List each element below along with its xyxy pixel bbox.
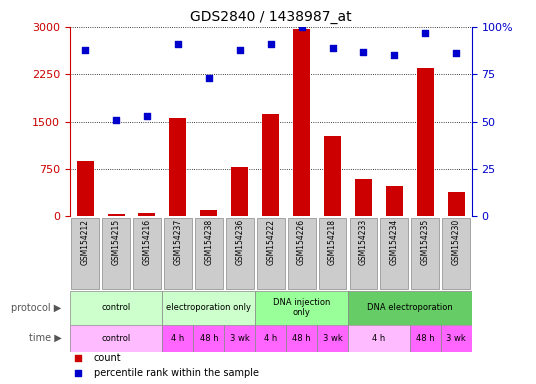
FancyBboxPatch shape <box>164 218 192 289</box>
FancyBboxPatch shape <box>162 291 255 324</box>
FancyBboxPatch shape <box>193 324 224 352</box>
Bar <box>386 186 403 216</box>
Point <box>81 46 90 53</box>
Bar <box>169 119 187 216</box>
Text: GSM154215: GSM154215 <box>111 218 121 265</box>
Text: count: count <box>94 353 122 363</box>
Text: DNA electroporation: DNA electroporation <box>367 303 453 312</box>
Point <box>143 113 151 119</box>
Point <box>297 24 306 30</box>
FancyBboxPatch shape <box>286 324 317 352</box>
Bar <box>77 161 94 216</box>
FancyBboxPatch shape <box>442 218 470 289</box>
Text: control: control <box>101 334 131 343</box>
FancyBboxPatch shape <box>133 218 161 289</box>
FancyBboxPatch shape <box>349 218 377 289</box>
FancyBboxPatch shape <box>255 291 348 324</box>
Text: 4 h: 4 h <box>172 334 184 343</box>
FancyBboxPatch shape <box>318 218 346 289</box>
Title: GDS2840 / 1438987_at: GDS2840 / 1438987_at <box>190 10 352 25</box>
FancyBboxPatch shape <box>102 218 130 289</box>
FancyBboxPatch shape <box>348 291 472 324</box>
Text: GSM154218: GSM154218 <box>328 218 337 265</box>
Bar <box>138 213 155 216</box>
FancyBboxPatch shape <box>71 218 99 289</box>
FancyBboxPatch shape <box>257 218 285 289</box>
Point <box>266 41 275 47</box>
Text: GSM154212: GSM154212 <box>80 218 90 265</box>
Bar <box>355 179 372 216</box>
FancyBboxPatch shape <box>255 324 286 352</box>
FancyBboxPatch shape <box>288 218 316 289</box>
Text: DNA injection
only: DNA injection only <box>273 298 330 318</box>
Text: GSM154234: GSM154234 <box>390 218 399 265</box>
Text: GSM154222: GSM154222 <box>266 218 275 265</box>
Text: time ▶: time ▶ <box>29 333 62 343</box>
FancyBboxPatch shape <box>381 218 408 289</box>
Point <box>73 370 82 376</box>
Text: 48 h: 48 h <box>416 334 435 343</box>
FancyBboxPatch shape <box>410 324 441 352</box>
Bar <box>324 136 341 216</box>
Bar <box>262 114 279 216</box>
Point <box>174 41 182 47</box>
Text: GSM154226: GSM154226 <box>297 218 306 265</box>
Point <box>328 45 337 51</box>
Point <box>390 52 399 58</box>
FancyBboxPatch shape <box>317 324 348 352</box>
Text: GSM154233: GSM154233 <box>359 218 368 265</box>
Text: GSM154230: GSM154230 <box>452 218 461 265</box>
Text: GSM154235: GSM154235 <box>421 218 430 265</box>
Bar <box>448 192 465 216</box>
Text: electroporation only: electroporation only <box>166 303 251 312</box>
FancyBboxPatch shape <box>441 324 472 352</box>
Text: GSM154237: GSM154237 <box>174 218 182 265</box>
Text: GSM154238: GSM154238 <box>204 218 213 265</box>
Text: control: control <box>101 303 131 312</box>
Bar <box>200 210 217 216</box>
FancyBboxPatch shape <box>70 324 162 352</box>
Point <box>235 46 244 53</box>
FancyBboxPatch shape <box>195 218 223 289</box>
Point <box>452 50 460 56</box>
Text: 4 h: 4 h <box>264 334 277 343</box>
Bar <box>108 215 124 216</box>
Text: percentile rank within the sample: percentile rank within the sample <box>94 368 259 378</box>
Text: 3 wk: 3 wk <box>446 334 466 343</box>
Point <box>359 48 368 55</box>
Point <box>73 355 82 361</box>
FancyBboxPatch shape <box>226 218 254 289</box>
Point <box>205 75 213 81</box>
Bar <box>293 30 310 216</box>
FancyBboxPatch shape <box>224 324 255 352</box>
Point <box>421 30 429 36</box>
Text: GSM154216: GSM154216 <box>143 218 152 265</box>
Bar <box>417 68 434 216</box>
Text: 3 wk: 3 wk <box>230 334 250 343</box>
Text: 48 h: 48 h <box>292 334 311 343</box>
Text: protocol ▶: protocol ▶ <box>11 303 62 313</box>
FancyBboxPatch shape <box>162 324 193 352</box>
Text: 4 h: 4 h <box>373 334 385 343</box>
Text: 48 h: 48 h <box>199 334 218 343</box>
FancyBboxPatch shape <box>412 218 439 289</box>
Text: GSM154236: GSM154236 <box>235 218 244 265</box>
Bar <box>231 167 248 216</box>
Point <box>112 117 121 123</box>
FancyBboxPatch shape <box>348 324 410 352</box>
FancyBboxPatch shape <box>70 291 162 324</box>
Text: 3 wk: 3 wk <box>323 334 343 343</box>
